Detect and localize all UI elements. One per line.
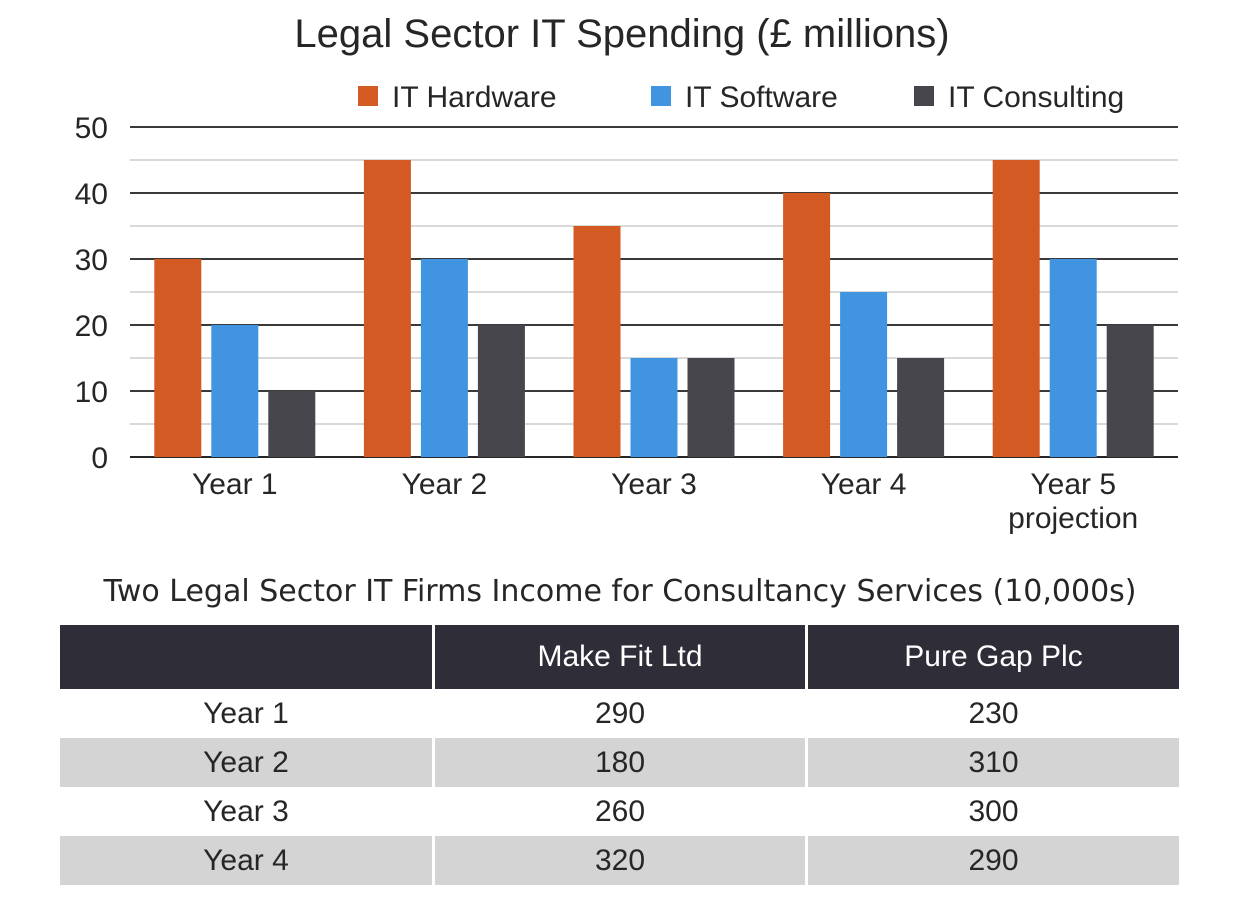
table-row: Year 4 320 290: [60, 836, 1179, 885]
table-cell: Year 4: [60, 836, 432, 885]
y-tick-label: 20: [75, 310, 108, 343]
x-tick-label: Year 3: [611, 468, 697, 501]
y-tick-label: 50: [75, 112, 108, 145]
table-header-row: Make Fit Ltd Pure Gap Plc: [60, 625, 1179, 689]
table-header-cell: Pure Gap Plc: [805, 625, 1179, 689]
table-cell: Year 1: [60, 689, 432, 738]
table-header-cell: Make Fit Ltd: [432, 625, 805, 689]
table-header-cell: [60, 625, 432, 689]
bar: [992, 160, 1040, 457]
table-caption: Two Legal Sector IT Firms Income for Con…: [103, 574, 1137, 609]
bar: [420, 259, 468, 457]
x-axis-ticks: Year 1 Year 2 Year 3 Year 4 Year 5 projection: [192, 468, 1138, 535]
table-cell: 310: [805, 738, 1179, 787]
bar: [154, 259, 202, 457]
chart-bars: [154, 160, 1154, 457]
x-tick-label: Year 5 projection: [1008, 468, 1138, 535]
y-tick-label: 10: [75, 376, 108, 409]
chart-legend: IT Hardware IT Software IT Consulting: [358, 81, 1124, 114]
legend-label: IT Hardware: [392, 81, 557, 114]
bar: [477, 325, 525, 457]
table-cell: Year 2: [60, 738, 432, 787]
legend-swatch: [651, 86, 671, 106]
legend-label: IT Software: [685, 81, 838, 114]
chart-title: Legal Sector IT Spending (£ millions): [294, 12, 949, 56]
bar: [211, 325, 259, 457]
table-cell: 300: [805, 787, 1179, 836]
table-cell: Year 3: [60, 787, 432, 836]
table-row: Year 2 180 310: [60, 738, 1179, 787]
bar: [363, 160, 411, 457]
y-tick-label: 0: [91, 442, 108, 475]
table-row: Year 3 260 300: [60, 787, 1179, 836]
table-cell: 260: [432, 787, 805, 836]
bar: [1106, 325, 1154, 457]
bar: [1049, 259, 1097, 457]
x-tick-label: Year 2: [402, 468, 488, 501]
bar: [630, 358, 678, 457]
y-axis-ticks: 0 10 20 30 40 50: [75, 112, 108, 475]
bar: [897, 358, 945, 457]
bar: [573, 226, 621, 457]
table-cell: 290: [805, 836, 1179, 885]
x-tick-label: Year 1: [192, 468, 278, 501]
legend-swatch: [914, 86, 934, 106]
table-cell: 320: [432, 836, 805, 885]
income-table: Make Fit Ltd Pure Gap Plc Year 1 290 230…: [60, 625, 1179, 885]
table-row: Year 1 290 230: [60, 689, 1179, 738]
y-tick-label: 30: [75, 244, 108, 277]
bar-chart: Legal Sector IT Spending (£ millions) IT…: [75, 12, 1178, 535]
bar: [840, 292, 888, 457]
legend-swatch: [358, 86, 378, 106]
legend-label: IT Consulting: [948, 81, 1124, 114]
table-cell: 230: [805, 689, 1179, 738]
bar: [783, 193, 831, 457]
y-tick-label: 40: [75, 178, 108, 211]
bar: [687, 358, 735, 457]
bar: [268, 391, 316, 457]
x-tick-label: Year 4: [821, 468, 907, 501]
table-cell: 290: [432, 689, 805, 738]
table-cell: 180: [432, 738, 805, 787]
